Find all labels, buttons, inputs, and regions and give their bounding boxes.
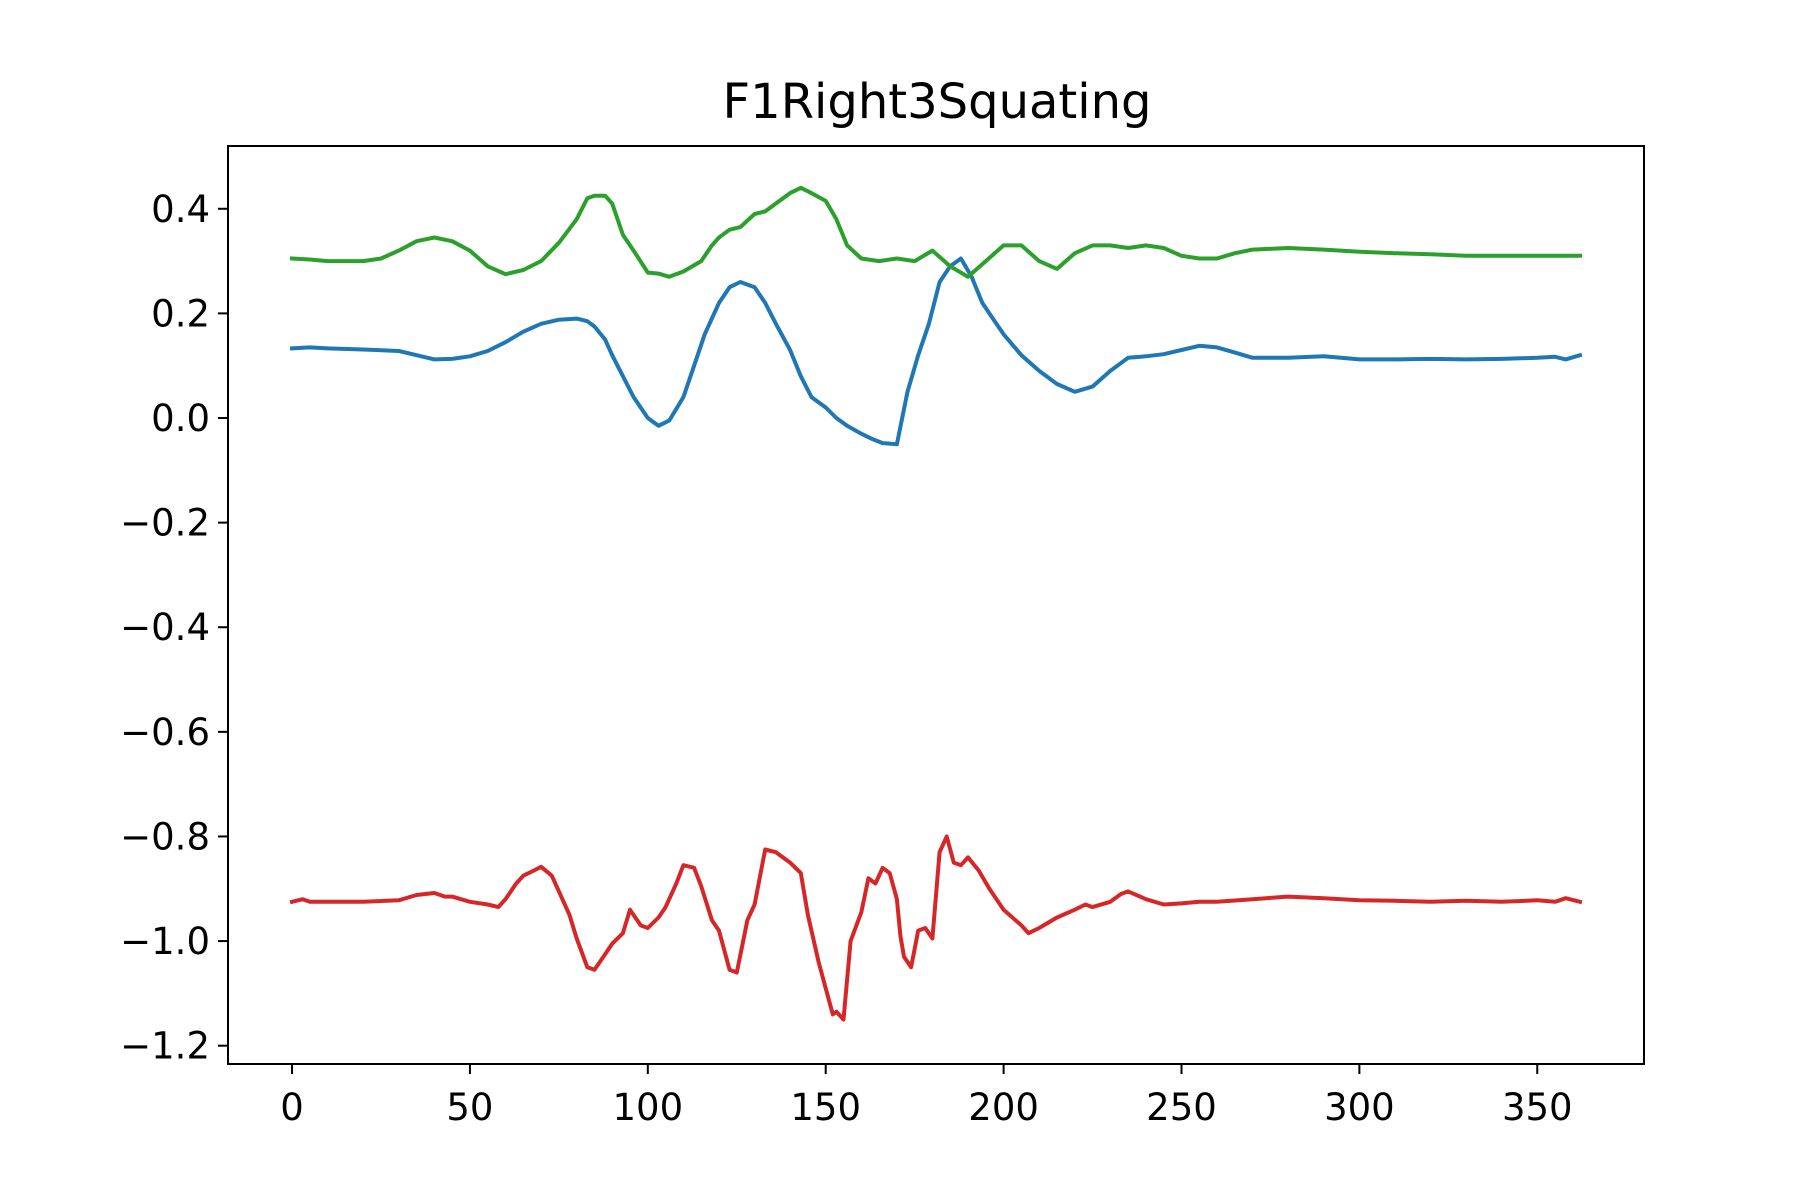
y-tick-label: 0.4 (151, 188, 210, 231)
series-layer (289, 185, 1583, 1022)
x-tick-label: 0 (280, 1086, 304, 1129)
y-tick-label: 0.0 (151, 397, 210, 440)
y-tick-label: −0.2 (120, 502, 210, 545)
x-tick-label: 50 (446, 1086, 493, 1129)
y-tick-label: −1.0 (120, 920, 210, 963)
y-tick-label: 0.2 (151, 292, 210, 335)
x-tick-label: 300 (1324, 1086, 1395, 1129)
series-line-3 (289, 834, 1583, 1022)
x-tick-label: 150 (790, 1086, 861, 1129)
y-tick-label: −1.2 (120, 1025, 210, 1068)
x-tick-label: 250 (1146, 1086, 1217, 1129)
y-tick-label: −0.6 (120, 711, 210, 754)
y-tick-label: −0.4 (120, 606, 210, 649)
plot-frame (227, 145, 1645, 1065)
y-tick-label: −0.8 (120, 815, 210, 858)
x-axis-ticks: 0 50 100 150 200 250 300 350 (280, 1064, 1573, 1129)
x-tick-label: 100 (613, 1086, 684, 1129)
chart-title: F1Right3Squating (723, 74, 1152, 130)
x-tick-label: 200 (968, 1086, 1039, 1129)
x-tick-label: 350 (1502, 1086, 1573, 1129)
series-line-2 (289, 185, 1582, 279)
series-line-1 (289, 256, 1583, 447)
y-axis-ticks: 0.4 0.2 0.0 −0.2 −0.4 −0.6 −0.8 −1.0 −1.2 (120, 188, 228, 1068)
